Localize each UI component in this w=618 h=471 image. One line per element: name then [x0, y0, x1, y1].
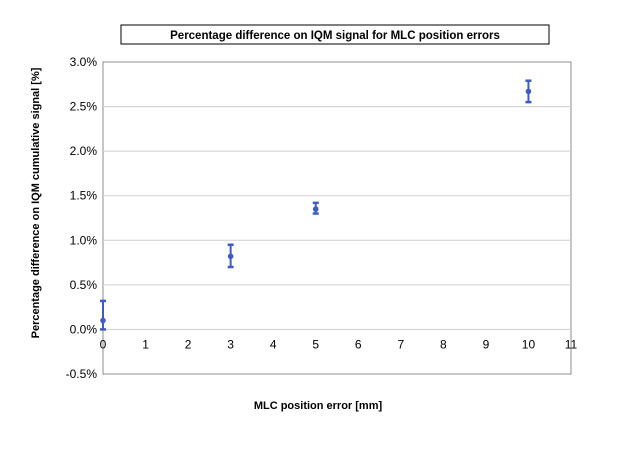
y-tick-label: 0.0%: [70, 322, 98, 336]
y-tick-label: 2.0%: [70, 144, 98, 158]
y-tick-label: 2.5%: [70, 100, 98, 114]
y-tick-label: 1.5%: [70, 189, 98, 203]
x-tick-label: 11: [565, 337, 578, 351]
x-tick-label: 7: [397, 337, 404, 351]
x-tick-label: 9: [483, 337, 490, 351]
y-tick-label: 3.0%: [70, 55, 98, 69]
x-tick-label: 8: [440, 337, 447, 351]
x-tick-label: 5: [312, 337, 319, 351]
chart-title: Percentage difference on IQM signal for …: [120, 24, 550, 45]
x-tick-label: 0: [100, 337, 107, 351]
x-axis-ticks: 0 1 2 3 4 5 6 7 8 9 10 11: [100, 337, 578, 351]
x-tick-label: 1: [142, 337, 149, 351]
data-point: [100, 317, 106, 324]
x-tick-label: 4: [270, 337, 277, 351]
chart-title-text: Percentage difference on IQM signal for …: [170, 30, 500, 42]
chart-title-box: [120, 24, 550, 45]
x-tick-label: 6: [355, 337, 362, 351]
x-tick-label: 10: [522, 337, 536, 351]
y-tick-label: 0.5%: [70, 278, 98, 292]
y-tick-label: -0.5%: [66, 367, 98, 381]
x-tick-label: 2: [185, 337, 192, 351]
x-axis-label: MLC position error [mm]: [254, 400, 383, 412]
gridlines: [103, 106, 571, 330]
data-point: [227, 253, 234, 260]
y-axis-label: Percentage difference on IQM cumulative …: [30, 67, 42, 338]
plot-area: [102, 61, 572, 375]
data-point: [312, 206, 319, 212]
data-series: [100, 79, 532, 331]
x-tick-label: 3: [227, 337, 234, 351]
y-tick-label: 1.0%: [70, 233, 98, 247]
y-axis-ticks: -0.5% 0.0% 0.5% 1.0% 1.5% 2.0% 2.5% 3.0%: [66, 55, 98, 381]
data-point: [525, 88, 532, 95]
